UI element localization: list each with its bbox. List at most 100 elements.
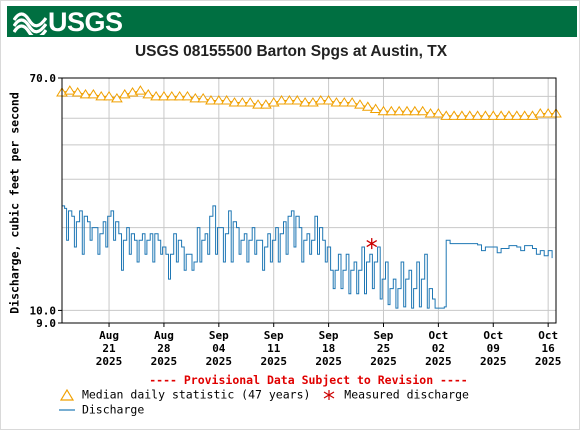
discharge-line (62, 205, 553, 309)
usgs-banner: USGS (7, 6, 577, 37)
discharge-series (62, 205, 553, 309)
median-point (87, 88, 100, 99)
x-tick-label: 2025 (151, 355, 178, 368)
median-point (503, 110, 515, 120)
median-point (542, 108, 555, 118)
x-tick-label: 2025 (425, 355, 452, 368)
triangle-marker-icon (59, 388, 75, 401)
usgs-logo-text: USGS (48, 7, 123, 37)
x-tick-label: 2025 (370, 355, 397, 368)
grid (62, 77, 556, 324)
median-point (189, 92, 202, 103)
plot-area (61, 77, 557, 324)
y-tick-label: 10.0 (30, 304, 57, 317)
median-point (518, 110, 531, 120)
x-tick-label: Sep (264, 329, 284, 342)
x-tick-label: 25 (377, 342, 390, 355)
x-tick-label: 28 (157, 342, 170, 355)
x-tick-label: 09 (487, 342, 500, 355)
median-point (534, 108, 547, 118)
x-tick-label: 02 (432, 342, 445, 355)
x-tick-label: 16 (542, 342, 556, 355)
median-point (299, 97, 311, 107)
x-tick-label: 2025 (260, 355, 287, 368)
median-point (322, 95, 335, 105)
y-ticks: 70.0 10.09.0 (30, 72, 62, 330)
median-point (401, 105, 413, 116)
median-point (181, 90, 194, 101)
x-tick-label: 18 (322, 342, 335, 355)
median-point (338, 97, 351, 107)
x-tick-label: 11 (267, 342, 281, 355)
median-point (134, 85, 147, 95)
median-point (456, 110, 468, 120)
legend-row-discharge: Discharge (59, 402, 469, 417)
x-tick-label: 2025 (480, 355, 507, 368)
median-point (385, 105, 398, 116)
y-tick-label: 70.0 (30, 72, 57, 85)
median-point (377, 105, 390, 116)
median-point (197, 92, 210, 103)
median-point (432, 108, 445, 118)
chart-title: USGS 08155500 Barton Spgs at Austin, TX (134, 43, 448, 60)
median-point (361, 101, 374, 111)
median-point (510, 110, 523, 120)
median-point (330, 97, 343, 107)
median-point (103, 90, 115, 101)
y-tick-label: 9.0 (36, 317, 56, 330)
x-tick-label: Aug (154, 329, 174, 342)
median-point (275, 95, 288, 105)
x-tick-label: 2025 (206, 355, 233, 368)
median-point (291, 95, 304, 105)
median-point (165, 90, 178, 101)
median-point (283, 95, 296, 105)
x-tick-label: 2025 (96, 355, 123, 368)
median-point (236, 97, 249, 107)
median-point (463, 110, 476, 120)
median-point (244, 97, 257, 107)
median-point (212, 95, 225, 105)
x-tick-label: Aug (99, 329, 119, 342)
median-point (354, 99, 366, 109)
legend-label-measured: Measured discharge (344, 387, 469, 402)
median-point (158, 90, 170, 101)
usgs-wave-logo-icon (13, 12, 47, 35)
median-point (150, 90, 162, 101)
x-tick-label: 2025 (535, 355, 562, 368)
legend-label-median: Median daily statistic (47 years) (81, 387, 311, 402)
x-tick-label: 21 (102, 342, 116, 355)
measured-series (366, 238, 378, 250)
provisional-note: ---- Provisional Data Subject to Revisio… (149, 373, 468, 387)
median-series (56, 85, 562, 120)
y-axis-label: Discharge, cubic feet per second (8, 92, 22, 314)
median-point (346, 97, 359, 107)
x-tick-label: Oct (428, 329, 448, 342)
measured-point (366, 238, 378, 250)
median-point (424, 108, 437, 118)
x-tick-label: Oct (538, 329, 558, 342)
median-point (173, 90, 186, 101)
y-axis-label-box: Discharge, cubic feet per second (8, 92, 22, 314)
usgs-logo: USGS (13, 7, 123, 37)
legend-label-discharge: Discharge (81, 402, 145, 417)
x-tick-label: Sep (209, 329, 229, 342)
median-point (471, 110, 484, 120)
median-point (479, 110, 492, 120)
median-point (487, 110, 500, 120)
median-point (369, 103, 382, 113)
x-tick-label: 2025 (315, 355, 342, 368)
x-tick-label: Oct (483, 329, 503, 342)
median-point (393, 105, 406, 116)
median-point (448, 110, 460, 120)
x-tick-label: Sep (319, 329, 339, 342)
legend: Median daily statistic (47 years) Measur… (59, 387, 469, 417)
asterisk-marker-icon (324, 389, 335, 400)
median-point (205, 95, 217, 105)
line-marker-icon (59, 408, 75, 411)
median-point (95, 90, 108, 101)
median-point (408, 105, 421, 116)
median-point (220, 95, 233, 105)
x-tick-label: 04 (212, 342, 226, 355)
